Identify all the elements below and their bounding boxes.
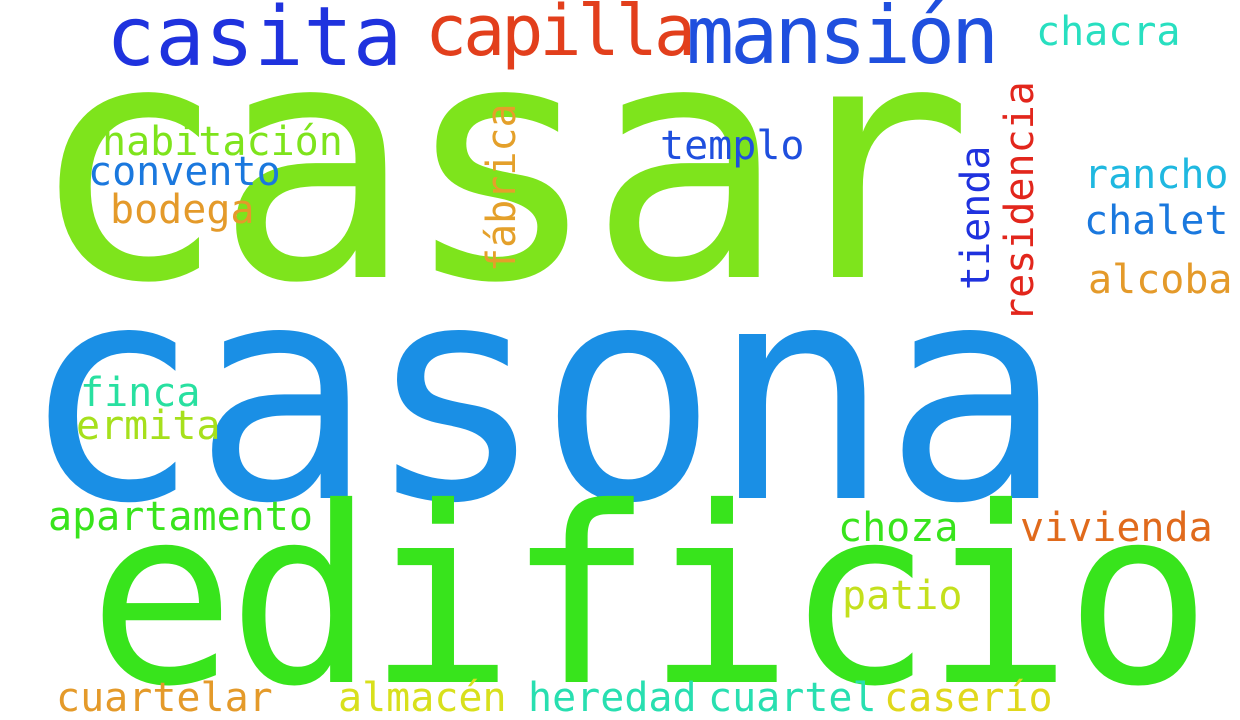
word-capilla: capilla <box>425 0 696 72</box>
word-heredad: heredad <box>528 675 697 720</box>
word-bodega: bodega <box>110 187 255 233</box>
word-ermita: ermita <box>76 403 221 449</box>
word-caserio: caserío <box>884 675 1053 720</box>
word-habitacion: habitación <box>102 119 343 165</box>
word-apartamento: apartamento <box>48 494 313 540</box>
word-cuartel: cuartel <box>708 675 877 720</box>
word-cuartelar: cuartelar <box>56 675 273 720</box>
word-vivienda: vivienda <box>1020 505 1213 551</box>
word-rancho: rancho <box>1084 152 1229 198</box>
word-casona: casona <box>20 220 1064 569</box>
word-casar: casar <box>28 0 973 355</box>
word-residencia: residencia <box>997 81 1043 322</box>
word-casita: casita <box>106 0 403 85</box>
word-fabrica: fábrica <box>479 103 525 272</box>
word-convento: convento <box>88 149 281 195</box>
word-templo: templo <box>660 123 805 169</box>
word-edificio: edificio <box>88 455 1212 720</box>
word-mansion: mansión <box>686 0 999 82</box>
word-chalet: chalet <box>1084 198 1229 244</box>
word-patio: patio <box>842 573 963 619</box>
word-chacra: chacra <box>1036 9 1181 55</box>
word-almacen: almacén <box>338 675 507 720</box>
word-alcoba: alcoba <box>1088 257 1233 303</box>
word-finca: finca <box>80 370 201 416</box>
word-tienda: tienda <box>953 145 999 291</box>
word-choza: choza <box>838 505 959 551</box>
